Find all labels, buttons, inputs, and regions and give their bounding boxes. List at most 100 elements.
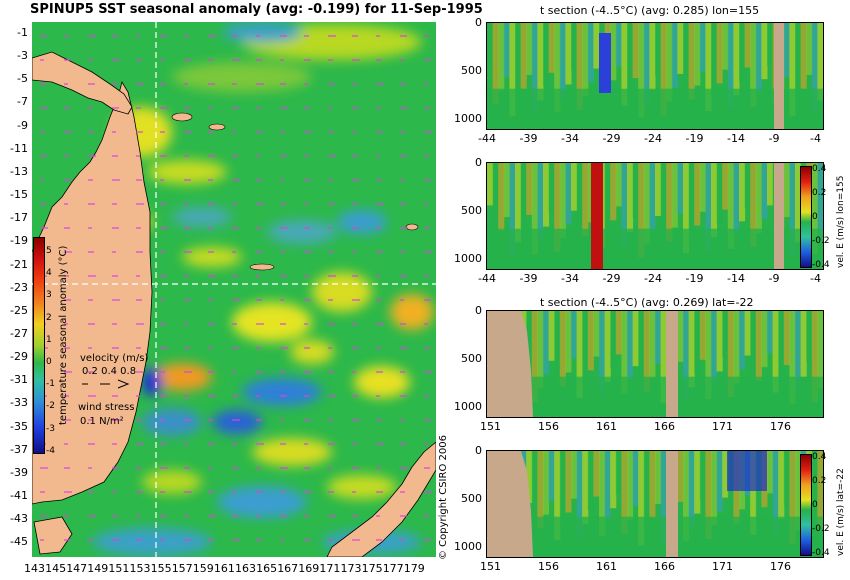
section-column — [699, 451, 706, 500]
section-column — [604, 163, 611, 235]
section-column — [554, 311, 561, 401]
section-column — [638, 23, 645, 118]
section-x-tick-label: -24 — [644, 272, 662, 285]
map-colorbar-tick: 2 — [46, 312, 52, 323]
longitude-tick-label: 171 — [319, 562, 341, 575]
section-plot-4[interactable] — [486, 450, 824, 558]
section-column — [587, 23, 594, 83]
section-column — [817, 311, 823, 389]
section-column — [671, 163, 678, 228]
section-column — [610, 311, 617, 369]
section-column — [711, 163, 718, 238]
sst-anomaly-map[interactable] — [32, 22, 436, 557]
section-plot-1[interactable] — [486, 22, 824, 130]
section-column — [509, 23, 516, 117]
section-column — [632, 23, 639, 79]
section-column — [694, 311, 701, 374]
latitude-tick-label: -29 — [10, 350, 28, 364]
longitude-tick-label: 173 — [340, 562, 362, 575]
section-column — [711, 451, 718, 526]
section-column — [515, 163, 522, 243]
section-column — [503, 23, 510, 78]
section-column — [688, 311, 695, 388]
map-colorbar-tick: 0 — [46, 357, 52, 367]
section-column — [683, 23, 690, 114]
section-column — [548, 451, 555, 501]
section-x-tick-label: -9 — [768, 272, 780, 285]
section-x-tick-label: -34 — [561, 132, 579, 145]
depth-tick-label: 500 — [461, 64, 482, 77]
section-column — [565, 451, 572, 513]
latitude-tick-label: -41 — [10, 489, 28, 502]
land-mask — [487, 311, 533, 417]
section-column — [767, 163, 774, 206]
velocity-colorbar-tick: 0 — [812, 212, 818, 222]
section-x-tick-label: -19 — [685, 272, 704, 285]
map-colorbar-label: temperature seasonal anomaly (°C) — [58, 245, 69, 425]
section-column — [688, 451, 695, 528]
island — [249, 263, 275, 271]
section-column — [487, 163, 494, 206]
section-x-tick-label: -29 — [602, 132, 621, 145]
section-column — [744, 311, 751, 356]
latitude-tick-label: -39 — [10, 465, 28, 479]
section-column — [783, 311, 790, 366]
section-x-tick-label: 166 — [654, 420, 675, 433]
wind-legend-title: wind stress — [78, 402, 135, 413]
section-x-tick-label: -14 — [727, 132, 745, 145]
section-plot-3[interactable] — [486, 310, 824, 418]
section-column — [559, 23, 566, 99]
section-column — [632, 451, 639, 507]
section-column — [554, 23, 561, 113]
australia-land — [32, 80, 153, 505]
section-column — [487, 23, 494, 66]
section-column — [571, 451, 578, 499]
longitude-tick-label: 161 — [213, 562, 235, 575]
section-x-tick-label: -19 — [685, 132, 704, 145]
map-colorbar-tick: -4 — [46, 445, 55, 456]
section-plot-2[interactable] — [486, 162, 824, 270]
section-column — [554, 163, 561, 253]
longitude-tick-label: 159 — [192, 562, 214, 575]
section-column — [559, 163, 566, 239]
longitude-tick-label: 165 — [256, 562, 278, 575]
section-column — [632, 311, 639, 367]
section-column — [705, 451, 712, 539]
section-column — [699, 163, 706, 212]
section-column — [705, 163, 712, 251]
section-column — [677, 311, 684, 362]
land-mask — [774, 163, 784, 269]
section-column — [789, 451, 796, 545]
section-column — [778, 311, 785, 379]
section-column — [520, 23, 527, 89]
velocity-colorbar-label: vel. E (m/s) lat=-22 — [836, 468, 846, 556]
section-column — [677, 163, 684, 214]
section-column — [694, 23, 701, 86]
section-column — [755, 23, 762, 93]
section-column — [660, 23, 667, 116]
section-column — [537, 163, 544, 241]
latitude-tick-label: -11 — [10, 141, 28, 155]
latitude-tick-label: -21 — [10, 257, 28, 271]
section-column — [565, 23, 572, 85]
section-column — [711, 311, 718, 386]
section-column — [671, 23, 678, 88]
section-column — [576, 163, 583, 250]
map-colorbar-tick: 3 — [46, 290, 52, 301]
section-column — [795, 311, 802, 391]
panel-title: t section (-4..5°C) (avg: 0.285) lon=155 — [540, 4, 760, 17]
section-column — [772, 311, 779, 393]
section-column — [767, 451, 774, 494]
section-column — [727, 451, 734, 537]
section-column — [755, 163, 762, 233]
deep-layer — [487, 228, 823, 269]
section-column — [649, 23, 656, 90]
section-column — [520, 163, 527, 229]
section-x-tick-label: 176 — [770, 560, 791, 573]
depth-tick-label: 1000 — [454, 400, 482, 413]
section-column — [643, 311, 650, 392]
section-column — [509, 163, 516, 257]
island — [208, 123, 226, 131]
section-column — [643, 451, 650, 532]
section-column — [638, 451, 645, 546]
